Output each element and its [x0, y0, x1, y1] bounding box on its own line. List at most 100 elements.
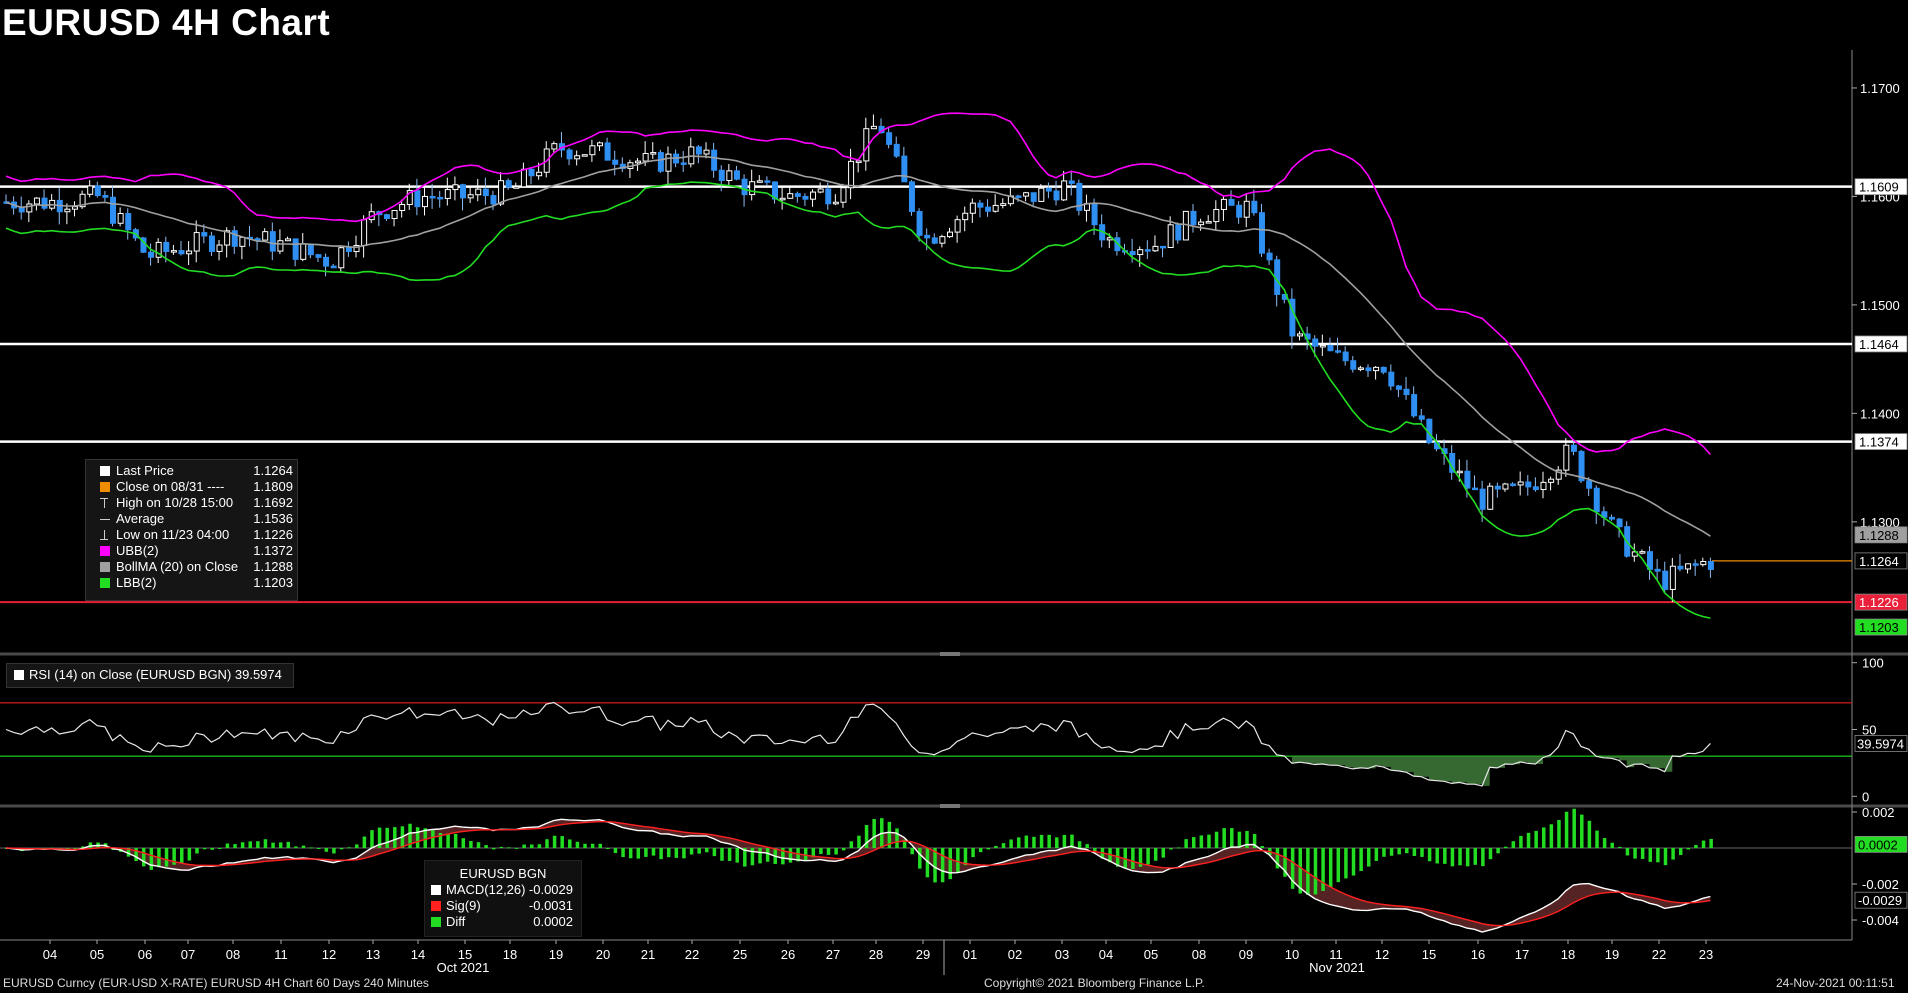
legend-label: Average: [116, 511, 165, 526]
macd-histogram-bar: [826, 848, 831, 855]
macd-panel[interactable]: [0, 808, 1852, 933]
candle: [726, 170, 733, 181]
macd-histogram-bar: [1686, 848, 1691, 850]
legend-value: -0.0029: [528, 882, 573, 897]
candle: [1213, 208, 1220, 223]
price-tag: [1854, 593, 1908, 611]
candle: [1548, 478, 1555, 483]
price-tick-label: 1.1500: [1860, 298, 1900, 313]
macd-histogram-bar: [332, 848, 336, 854]
candle: [581, 154, 588, 157]
date-tick-label: 07: [181, 947, 195, 962]
price-legend-row: Close on 08/31 ---- 1.1809: [86, 479, 297, 495]
macd-histogram-bar: [606, 848, 610, 849]
candle: [1373, 366, 1380, 372]
rsi-legend[interactable]: RSI (14) on Close (EURUSD BGN) 39.5974: [6, 663, 294, 688]
macd-histogram-bar: [568, 839, 572, 848]
macd-histogram-bar: [1496, 848, 1500, 854]
macd-histogram-bar: [697, 848, 701, 854]
macd-histogram-bar: [431, 830, 435, 848]
legend-value: 1.1809: [253, 479, 293, 494]
candle: [604, 142, 611, 161]
candle: [665, 153, 672, 172]
macd-histogram-bar: [925, 848, 930, 878]
candle: [810, 191, 817, 200]
macd-histogram-bar: [689, 848, 694, 855]
macd-tag-label: -0.0029: [1858, 893, 1902, 908]
candle: [1380, 366, 1387, 373]
macd-histogram-bar: [1161, 848, 1166, 858]
price-legend[interactable]: Last Price 1.1264 Close on 08/31 ---- 1.180…: [85, 459, 298, 601]
candle: [1456, 470, 1463, 474]
macd-histogram-bar: [172, 848, 176, 865]
candle: [1616, 518, 1623, 528]
candle: [1258, 212, 1265, 254]
macd-histogram-bar: [644, 848, 648, 857]
date-tick-label: 16: [1471, 947, 1485, 962]
macd-legend-row: Diff 0.0002: [425, 914, 581, 930]
macd-histogram-bar: [461, 838, 466, 848]
macd-histogram-bar: [180, 848, 184, 864]
candle: [886, 132, 893, 145]
macd-histogram-bar: [316, 848, 321, 850]
price-panel[interactable]: [0, 112, 1852, 619]
macd-histogram-bar: [1252, 834, 1257, 848]
candle: [1350, 360, 1357, 370]
candle: [262, 231, 269, 241]
candle: [969, 202, 976, 214]
candle: [1365, 367, 1372, 372]
macd-tick-label: -0.002: [1862, 877, 1899, 892]
candle: [1251, 200, 1258, 214]
macd-histogram-bar: [377, 827, 382, 848]
date-tick-label: 14: [411, 947, 425, 962]
macd-histogram-bar: [1039, 834, 1044, 848]
candle: [1464, 470, 1471, 489]
candle: [399, 204, 406, 211]
macd-histogram-bar: [1549, 824, 1554, 848]
candle: [1662, 570, 1669, 590]
macd-histogram-bar: [522, 844, 526, 848]
macd-legend[interactable]: EURUSD BGN MACD(12,26) -0.0029 Sig(9) -0.003…: [424, 860, 582, 937]
candle: [551, 143, 558, 150]
candle: [490, 195, 497, 205]
macd-histogram-bar: [1405, 848, 1409, 854]
macd-histogram-bar: [1055, 837, 1059, 848]
candle: [1000, 203, 1007, 206]
macd-histogram-bar: [347, 847, 351, 849]
candle: [1053, 190, 1060, 201]
macd-histogram-bar: [1382, 848, 1386, 857]
price-legend-row: BollMA (20) on Close 1.1288: [86, 559, 297, 575]
macd-histogram-bar: [1435, 848, 1439, 864]
macd-line: [5, 818, 1711, 933]
date-tick-label: 19: [1605, 947, 1619, 962]
macd-histogram-bar: [1366, 848, 1371, 867]
candle: [1190, 210, 1197, 226]
candle: [1677, 565, 1684, 570]
macd-histogram-bar: [1283, 848, 1287, 877]
candle: [231, 230, 238, 247]
candle: [741, 178, 748, 196]
footer-timestamp: 24-Nov-2021 00:11:51: [1776, 976, 1895, 990]
macd-histogram-bar: [1633, 848, 1637, 859]
legend-value: 1.1288: [253, 559, 293, 574]
macd-histogram-bar: [659, 848, 663, 860]
macd-histogram-bar: [393, 827, 397, 848]
macd-histogram-bar: [240, 842, 245, 848]
candle: [650, 152, 657, 155]
macd-histogram-bar: [1230, 828, 1234, 848]
candle: [1502, 483, 1509, 490]
candle: [1669, 565, 1676, 590]
macd-histogram-bar: [781, 848, 785, 865]
macd-histogram-bar: [1298, 848, 1303, 894]
candle: [178, 250, 185, 255]
candle: [1327, 344, 1334, 352]
rsi-panel[interactable]: [0, 701, 1852, 787]
date-tick-label: 05: [90, 947, 104, 962]
macd-histogram-bar: [438, 832, 443, 848]
candle: [1692, 563, 1699, 566]
candle: [1220, 198, 1227, 210]
price-tag-label: 1.1203: [1859, 620, 1899, 635]
macd-histogram-bar: [271, 842, 275, 848]
macd-histogram-bar: [88, 842, 93, 848]
